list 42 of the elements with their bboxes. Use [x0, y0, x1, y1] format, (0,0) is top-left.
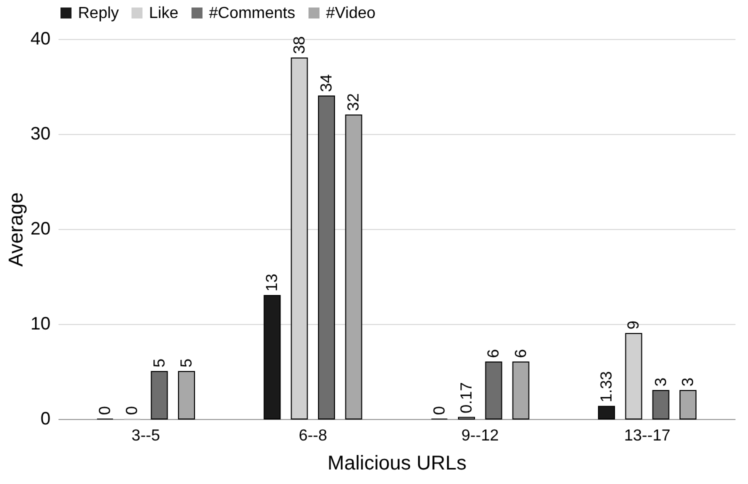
data-label: 13: [264, 274, 282, 292]
bar: [178, 371, 196, 420]
x-tick-label: 6--8: [298, 428, 328, 444]
data-label: 3: [652, 378, 670, 386]
y-tick-label: 20: [30, 218, 50, 238]
x-tick-label: 9--12: [461, 428, 499, 444]
data-label: 0: [124, 406, 142, 415]
data-label: 9: [626, 320, 643, 330]
data-label: 6: [486, 349, 503, 358]
bar: [264, 295, 281, 420]
y-tick-label: 0: [40, 408, 50, 428]
bar: [598, 406, 615, 420]
bar: [652, 390, 670, 420]
legend-label: #Video: [326, 5, 376, 22]
x-tick-label: 13--17: [624, 428, 670, 444]
bar: [679, 390, 696, 420]
bar: [485, 362, 502, 420]
data-label: 0.17: [458, 382, 476, 414]
bar: [512, 362, 530, 420]
legend-label: #Comments: [209, 5, 296, 22]
y-tick-label: 30: [30, 124, 50, 144]
y-tick-label: 40: [30, 28, 50, 48]
data-label: 38: [291, 36, 308, 54]
bar: [345, 114, 362, 420]
bar: [318, 96, 335, 420]
x-tick-label: 3--5: [132, 428, 160, 444]
data-label: 32: [346, 93, 363, 111]
data-label: 0: [431, 406, 448, 415]
data-label: 34: [318, 74, 336, 92]
x-axis-title: Malicious URLs: [328, 452, 466, 474]
data-label: 6: [512, 349, 530, 358]
data-label: 5: [151, 358, 168, 368]
legend-label: Reply: [78, 5, 119, 22]
legend-label: Like: [149, 5, 178, 22]
y-axis-title: Average: [5, 192, 28, 267]
y-tick-label: 10: [30, 314, 50, 334]
data-label: 3: [680, 378, 697, 386]
data-label: 0: [97, 406, 114, 415]
data-label: 5: [178, 358, 196, 368]
bar: [625, 333, 642, 420]
bar: [150, 371, 168, 420]
data-label: 1.33: [598, 371, 616, 402]
